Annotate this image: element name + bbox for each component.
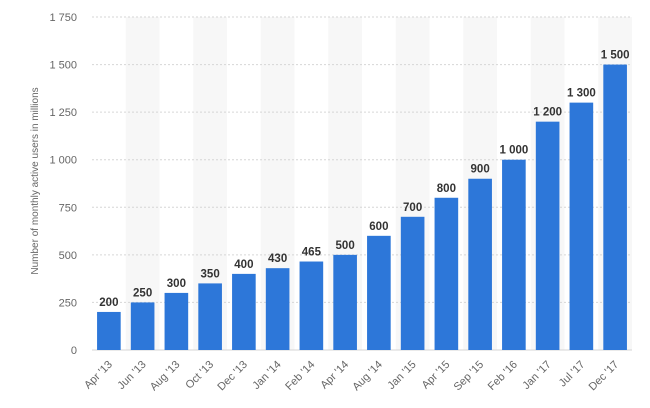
x-tick-label: Dec '17: [587, 359, 622, 394]
x-tick-label: Jun '13: [115, 359, 148, 392]
background-band: [125, 17, 160, 350]
y-tick-label: 1 500: [49, 60, 77, 72]
bar: [299, 261, 324, 350]
data-label: 800: [437, 183, 456, 195]
data-label: 1 000: [499, 145, 528, 157]
data-label: 1 200: [533, 107, 562, 119]
bar: [434, 197, 459, 350]
y-tick-label: 1 750: [49, 12, 77, 24]
y-tick-label: 250: [59, 297, 77, 309]
bar: [130, 302, 155, 350]
x-tick-label: Oct '13: [183, 359, 216, 392]
x-tick-label: Aug '14: [350, 359, 385, 394]
y-tick-label: 0: [71, 345, 77, 357]
x-axis-ticks: Apr '13 Jun '13 Aug '13 Oct '13 Dec '13 Jan '…: [82, 359, 621, 394]
x-tick-label: Jan '15: [385, 359, 418, 392]
bars: [97, 64, 627, 351]
x-tick-label: Apr '15: [420, 359, 453, 392]
y-tick-label: 1 250: [49, 107, 77, 119]
bar: [97, 311, 121, 350]
x-tick-label: Apr '13: [82, 359, 115, 392]
data-label: 900: [471, 164, 490, 176]
data-label: 1 500: [601, 50, 630, 62]
x-tick-label: Jan '14: [250, 359, 283, 392]
bar: [502, 159, 526, 350]
bar: [367, 235, 391, 350]
bar: [333, 254, 357, 350]
data-label: 430: [268, 253, 287, 265]
data-label: 200: [99, 297, 118, 309]
bar: [232, 273, 256, 350]
y-axis-ticks: 0 250 500 750 1 000 1 250 1 500 1 750: [49, 12, 77, 357]
y-axis-label: Number of monthly active users in millio…: [30, 87, 41, 274]
y-tick-label: 1 000: [49, 155, 77, 167]
data-label: 500: [336, 240, 355, 252]
x-tick-label: Sep '15: [452, 359, 487, 394]
data-label: 300: [167, 278, 186, 290]
y-tick-label: 500: [59, 250, 77, 262]
bar: [164, 292, 189, 350]
bar: [400, 216, 425, 350]
data-label: 465: [302, 247, 322, 259]
data-label: 700: [403, 202, 422, 214]
x-tick-label: Apr '14: [318, 359, 351, 392]
bar: [198, 283, 222, 350]
x-tick-label: Feb '16: [486, 359, 520, 393]
bar: [535, 121, 560, 351]
x-tick-label: Dec '13: [215, 359, 250, 394]
bar: [468, 178, 492, 350]
bar: [265, 268, 290, 350]
y-tick-label: 750: [59, 202, 77, 214]
bar: [603, 64, 627, 351]
data-label: 250: [133, 287, 152, 299]
data-label: 600: [369, 221, 388, 233]
x-tick-label: Jan '17: [520, 359, 553, 392]
data-label: 1 300: [567, 88, 596, 100]
bar: [569, 102, 594, 350]
data-label: 350: [201, 268, 220, 280]
x-tick-label: Feb '14: [283, 359, 317, 393]
data-label: 400: [234, 259, 253, 271]
data-labels: 200 250 300 350 400 430 465 500 600 700 800 900 1 00…: [99, 50, 629, 309]
x-tick-label: Jul '17: [557, 359, 588, 390]
x-tick-label: Aug '13: [148, 359, 183, 394]
